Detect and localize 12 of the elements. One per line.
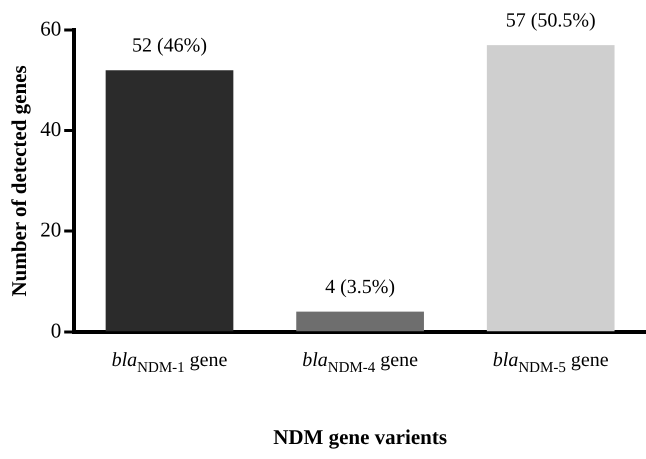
y-tick-label: 0	[50, 318, 62, 342]
data-label: 52 (46%)	[132, 34, 207, 56]
y-tick-label: 20	[40, 218, 62, 242]
y-axis-title: Number of detected genes	[7, 65, 32, 296]
bar	[106, 70, 234, 332]
bar	[486, 45, 615, 332]
x-axis-title: NDM gene varients	[273, 424, 447, 449]
data-label: 4 (3.5%)	[325, 276, 396, 298]
data-label: 57 (50.5%)	[506, 9, 596, 32]
bar	[296, 312, 424, 332]
y-tick-label: 60	[40, 16, 62, 41]
y-tick-label: 40	[40, 117, 62, 142]
